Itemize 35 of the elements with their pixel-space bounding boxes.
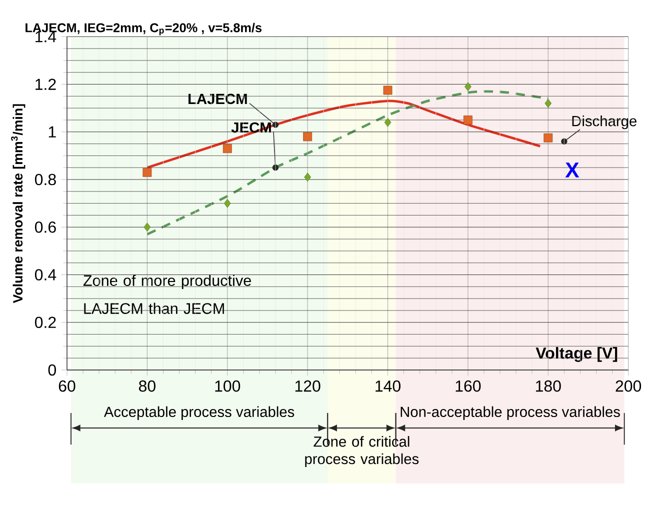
series-label: LAJECM xyxy=(188,94,247,104)
band-label: Non-acceptable process variables xyxy=(400,406,620,420)
annotation: Zone of more productive LAJECM than JECM xyxy=(83,274,251,314)
point xyxy=(383,86,392,95)
annotation: Discharge xyxy=(572,115,636,130)
x-axis-title: Voltage [V] xyxy=(536,346,618,362)
point xyxy=(463,116,472,124)
point xyxy=(384,118,392,127)
x-tick-label: 80 xyxy=(138,380,156,392)
y-tick-label: 1.2 xyxy=(36,78,56,90)
x-tick-label: 180 xyxy=(536,380,561,392)
x-tick-label: 200 xyxy=(616,380,642,392)
x-tick-label: 140 xyxy=(376,380,400,392)
x-tick-label: 100 xyxy=(215,380,240,392)
y-tick-label: 0.4 xyxy=(34,269,56,280)
annotation: X xyxy=(565,162,580,178)
point xyxy=(144,222,151,232)
x-tick-label: 160 xyxy=(456,380,481,392)
y-tick-label: 0.2 xyxy=(34,316,56,328)
y-tick-label: 0 xyxy=(48,364,56,376)
y-tick-label: 0.6 xyxy=(34,221,56,233)
x-tick-label: 60 xyxy=(58,380,76,392)
y-tick-label: 0.8 xyxy=(34,174,56,186)
point xyxy=(224,198,231,208)
point xyxy=(142,168,152,177)
point xyxy=(544,98,552,108)
x-tick-label: 120 xyxy=(295,380,320,392)
point xyxy=(303,132,312,142)
y-tick-label: 1 xyxy=(48,126,56,138)
point xyxy=(464,82,472,92)
band-label: Acceptable process variables xyxy=(104,406,294,420)
point xyxy=(222,144,232,154)
y-axis-title: Volume removal rate [mm$^{3}$/min] xyxy=(11,104,26,304)
point xyxy=(544,133,553,142)
point xyxy=(304,172,311,182)
